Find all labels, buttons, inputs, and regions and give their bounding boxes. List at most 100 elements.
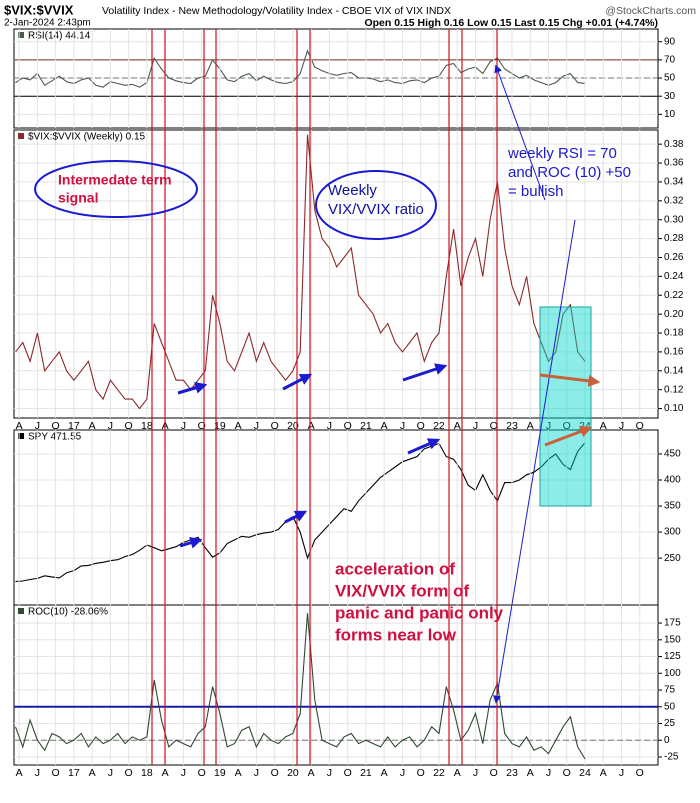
y-tick-label: 400 — [664, 475, 681, 486]
y-tick-label: 0.36 — [664, 158, 684, 169]
y-tick-label: 100 — [664, 668, 681, 679]
x-tick-label: J — [254, 767, 259, 779]
y-tick-label: 0.18 — [664, 328, 684, 339]
x-tick-label: 17 — [68, 767, 80, 779]
y-tick-label: 0.14 — [664, 365, 684, 376]
x-tick-label: A — [454, 420, 461, 432]
x-tick-label: J — [619, 767, 624, 779]
date: 2-Jan-2024 2:43pm — [4, 18, 91, 29]
y-tick-label: 125 — [664, 651, 681, 662]
y-tick-label: 0.32 — [664, 195, 684, 206]
legend-icon — [18, 133, 24, 139]
x-tick-label: J — [254, 420, 259, 432]
y-tick-label: 0.22 — [664, 290, 684, 301]
annotation: weekly RSI = 70 — [507, 145, 617, 162]
x-tick-label: A — [235, 420, 242, 432]
highlight-box — [539, 306, 592, 507]
y-tick-label: 50 — [664, 73, 676, 84]
x-tick-label: 22 — [433, 767, 445, 779]
pointer-arrow — [493, 219, 576, 704]
x-tick-label: J — [35, 420, 40, 432]
y-tick-label: 30 — [664, 91, 676, 102]
x-tick-label: 22 — [433, 420, 445, 432]
x-tick-label: 18 — [141, 767, 153, 779]
annotation: and ROC (10) +50 — [508, 164, 631, 181]
x-tick-label: J — [473, 767, 478, 779]
x-tick-label: 19 — [214, 767, 226, 779]
x-tick-label: A — [16, 420, 23, 432]
x-tick-label: J — [473, 420, 478, 432]
x-tick-label: A — [308, 420, 315, 432]
x-tick-label: O — [52, 767, 60, 779]
y-tick-label: 250 — [664, 553, 681, 564]
y-tick-label: 450 — [664, 449, 681, 460]
annotation: Weekly — [328, 182, 377, 199]
x-tick-label: 23 — [506, 420, 518, 432]
annotation: signal — [58, 190, 98, 206]
x-tick-label: J — [400, 767, 405, 779]
x-tick-label: O — [198, 767, 206, 779]
x-tick-label: O — [125, 767, 133, 779]
annotation: forms near low — [335, 625, 457, 644]
symbol: $VIX:$VVIX — [4, 2, 74, 17]
ellipse — [315, 170, 437, 240]
x-tick-label: 20 — [287, 767, 299, 779]
x-tick-label: J — [400, 420, 405, 432]
x-tick-label: O — [563, 420, 571, 432]
y-tick-label: 25 — [664, 718, 676, 729]
y-tick-label: 0.28 — [664, 233, 684, 244]
y-tick-label: 90 — [664, 36, 676, 47]
annotation: VIX/VVIX form of — [335, 581, 469, 600]
source: @StockCharts.com — [605, 5, 696, 17]
x-tick-label: J — [108, 420, 113, 432]
x-tick-label: 17 — [68, 420, 80, 432]
x-tick-label: O — [563, 767, 571, 779]
x-tick-label: J — [546, 420, 551, 432]
x-tick-label: 20 — [287, 420, 299, 432]
y-tick-label: 0.30 — [664, 214, 684, 225]
annotation: VIX/VVIX ratio — [328, 201, 424, 218]
y-tick-label: 300 — [664, 527, 681, 538]
y-tick-label: 70 — [664, 55, 676, 66]
legend-icon — [18, 32, 24, 38]
panel-title: SPY 471.55 — [28, 432, 82, 443]
x-tick-label: 24 — [579, 767, 591, 779]
x-tick-label: O — [271, 420, 279, 432]
x-tick-label: O — [417, 767, 425, 779]
x-tick-label: O — [490, 767, 498, 779]
series-line — [15, 134, 586, 410]
legend-icon — [18, 608, 24, 614]
x-tick-label: J — [181, 767, 186, 779]
panel-title: ROC(10) -28.06% — [28, 607, 108, 618]
x-tick-label: A — [600, 767, 607, 779]
y-tick-label: 0.12 — [664, 384, 684, 395]
annotation: panic and panic only — [335, 603, 504, 622]
y-tick-label: 0 — [664, 735, 670, 746]
y-tick-label: 0.26 — [664, 252, 684, 263]
x-tick-label: O — [344, 420, 352, 432]
y-tick-label: 0.16 — [664, 347, 684, 358]
x-tick-label: A — [600, 420, 607, 432]
x-tick-label: 21 — [360, 767, 372, 779]
pointer-arrow — [494, 64, 546, 201]
x-tick-label: O — [417, 420, 425, 432]
arrows — [177, 363, 448, 549]
x-tick-label: O — [636, 420, 644, 432]
y-tick-label: 0.20 — [664, 309, 684, 320]
x-tick-label: J — [108, 767, 113, 779]
annotation: Intermedate term — [58, 172, 172, 188]
y-tick-label: 0.38 — [664, 139, 684, 150]
y-tick-label: 50 — [664, 701, 676, 712]
legend-icon — [18, 433, 24, 439]
signal-lines — [151, 29, 498, 765]
x-tick-label: A — [381, 420, 388, 432]
series-line — [14, 612, 586, 760]
description: Volatility Index - New Methodology/Volat… — [102, 5, 451, 17]
x-tick-label: A — [89, 767, 96, 779]
x-tick-label: A — [89, 420, 96, 432]
y-tick-label: -25 — [664, 752, 679, 763]
trend-arrows — [539, 373, 601, 447]
x-tick-label: O — [198, 420, 206, 432]
